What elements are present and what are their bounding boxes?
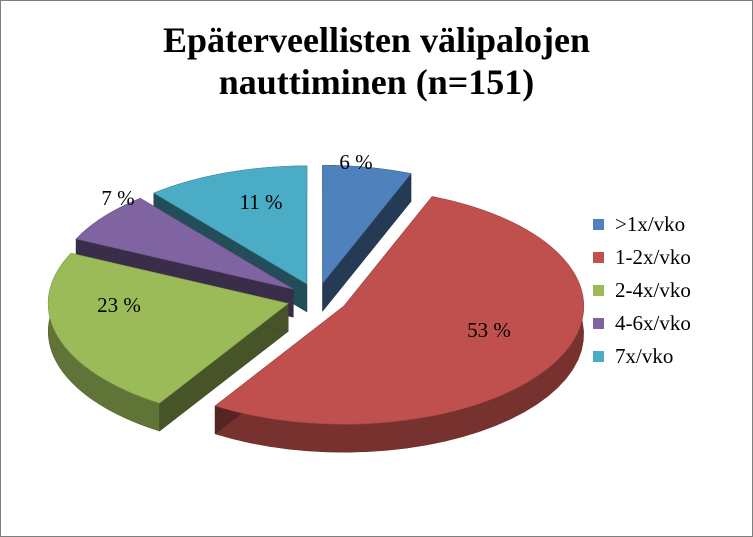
legend-label-1: 1-2x/vko	[615, 245, 691, 269]
data-label-0: 6 %	[339, 150, 372, 174]
legend-label-3: 4-6x/vko	[615, 311, 691, 335]
legend-swatch-3	[593, 318, 604, 329]
legend-swatch-4	[593, 351, 604, 362]
legend-item-1: 1-2x/vko	[593, 244, 743, 270]
pie-slice-2-4x/vko	[47, 252, 289, 404]
pie-slice->1x/vko	[322, 164, 412, 285]
pie-slice-4-6x/vko	[75, 197, 294, 290]
legend-item-4: 7x/vko	[593, 343, 743, 369]
pie-slice-7x/vko	[153, 165, 308, 285]
legend-item-0: >1x/vko	[593, 211, 743, 237]
legend-swatch-1	[593, 252, 604, 263]
chart-title: Epäterveellisten välipalojen nauttiminen…	[1, 19, 752, 103]
data-label-1: 53 %	[467, 318, 511, 342]
pie-slice-1-2x/vko	[214, 196, 585, 425]
pie-tops	[47, 164, 585, 425]
legend-item-3: 4-6x/vko	[593, 310, 743, 336]
chart-title-line-1: Epäterveellisten välipalojen	[163, 20, 590, 60]
data-label-3: 7 %	[101, 186, 134, 210]
legend: >1x/vko 1-2x/vko 2-4x/vko 4-6x/vko 7x/vko	[593, 211, 743, 376]
data-label-4: 11 %	[240, 190, 283, 214]
legend-label-0: >1x/vko	[615, 212, 686, 236]
chart-title-line-2: nauttiminen (n=151)	[218, 62, 535, 102]
legend-label-4: 7x/vko	[615, 344, 674, 368]
legend-swatch-2	[593, 285, 604, 296]
legend-label-2: 2-4x/vko	[615, 278, 691, 302]
legend-swatch-0	[593, 219, 604, 230]
data-label-2: 23 %	[97, 293, 141, 317]
legend-item-2: 2-4x/vko	[593, 277, 743, 303]
